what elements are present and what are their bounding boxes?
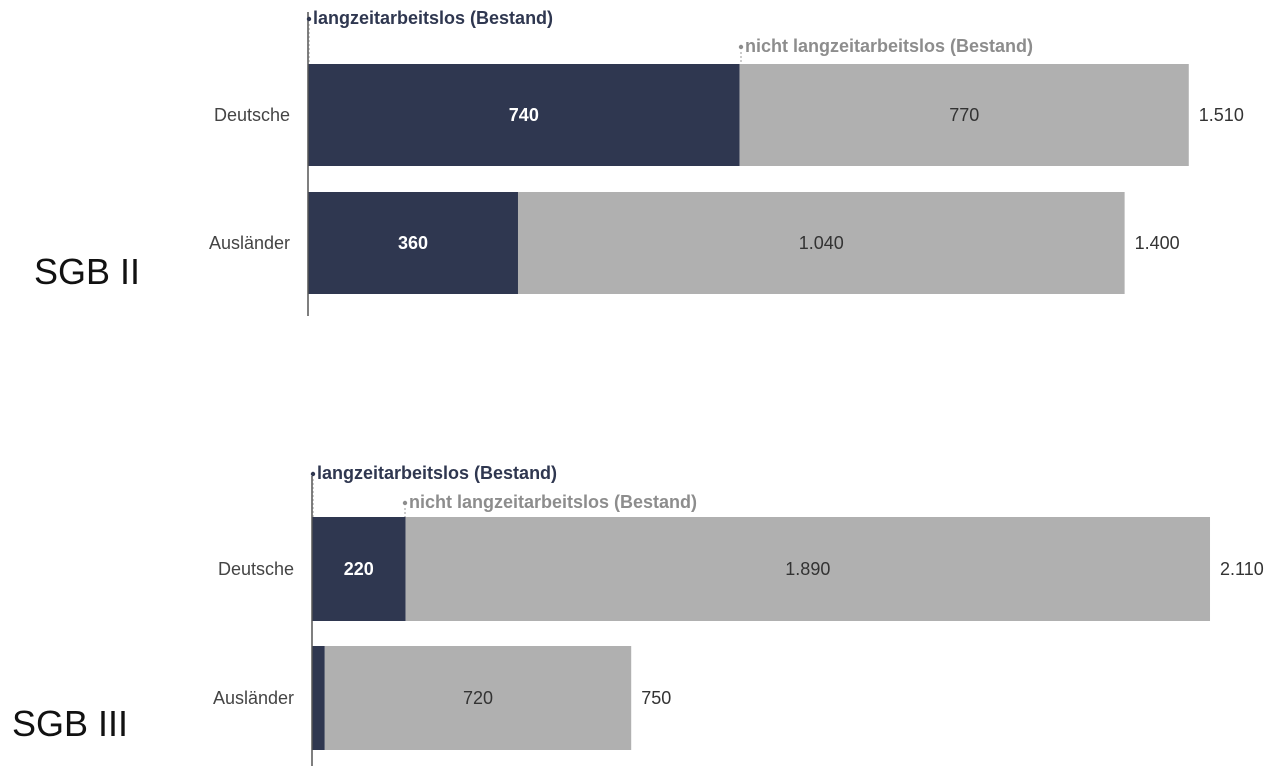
total-label-deutsche: 2.110 [1220, 559, 1264, 579]
data-label-auslaender-nicht-langzeit: 720 [463, 688, 493, 708]
total-label-auslaender: 750 [641, 688, 671, 708]
legend-nicht-langzeitarbeitslos: nicht langzeitarbeitslos (Bestand) [409, 492, 697, 512]
category-label-deutsche: Deutsche [214, 105, 290, 125]
legend-nicht-langzeitarbeitslos: nicht langzeitarbeitslos (Bestand) [745, 36, 1033, 56]
bar-deutsche-nicht-langzeit [739, 64, 1189, 166]
data-label-deutsche-nicht-langzeit: 1.890 [785, 559, 830, 579]
section-title: SGB II [34, 251, 140, 292]
category-label-auslaender: Ausländer [209, 233, 290, 253]
bar-auslaender-nicht-langzeit [324, 646, 632, 750]
bar-deutsche-langzeit [308, 64, 740, 166]
legend-langzeitarbeitslos: langzeitarbeitslos (Bestand) [317, 463, 557, 483]
sgb-iii-panel: SGB III Deutsche 220 1.890 2.110 Ausländer 720… [12, 463, 1264, 766]
total-label-auslaender: 1.400 [1135, 233, 1180, 253]
total-label-deutsche: 1.510 [1199, 105, 1244, 125]
data-label-auslaender-langzeit: 360 [398, 233, 428, 253]
bar-deutsche-langzeit [312, 517, 406, 621]
bar-auslaender-langzeit [312, 646, 325, 750]
legend-dot [402, 500, 408, 506]
bar-auslaender-langzeit [308, 192, 518, 294]
data-label-deutsche-langzeit: 220 [344, 559, 374, 579]
data-label-deutsche-langzeit: 740 [509, 105, 539, 125]
section-title: SGB III [12, 703, 128, 744]
category-label-deutsche: Deutsche [218, 559, 294, 579]
category-label-auslaender: Ausländer [213, 688, 294, 708]
bar-auslaender-nicht-langzeit [517, 192, 1125, 294]
legend-langzeitarbeitslos: langzeitarbeitslos (Bestand) [313, 8, 553, 28]
data-label-auslaender-nicht-langzeit: 1.040 [799, 233, 844, 253]
legend-dot [310, 471, 316, 477]
legend-dot [738, 44, 744, 50]
sgb-ii-panel: SGB II Deutsche 740 770 1.510 Ausländer 360 1.0… [34, 8, 1244, 316]
legend-dot [306, 16, 312, 22]
bar-deutsche-nicht-langzeit [405, 517, 1211, 621]
data-label-deutsche-nicht-langzeit: 770 [949, 105, 979, 125]
